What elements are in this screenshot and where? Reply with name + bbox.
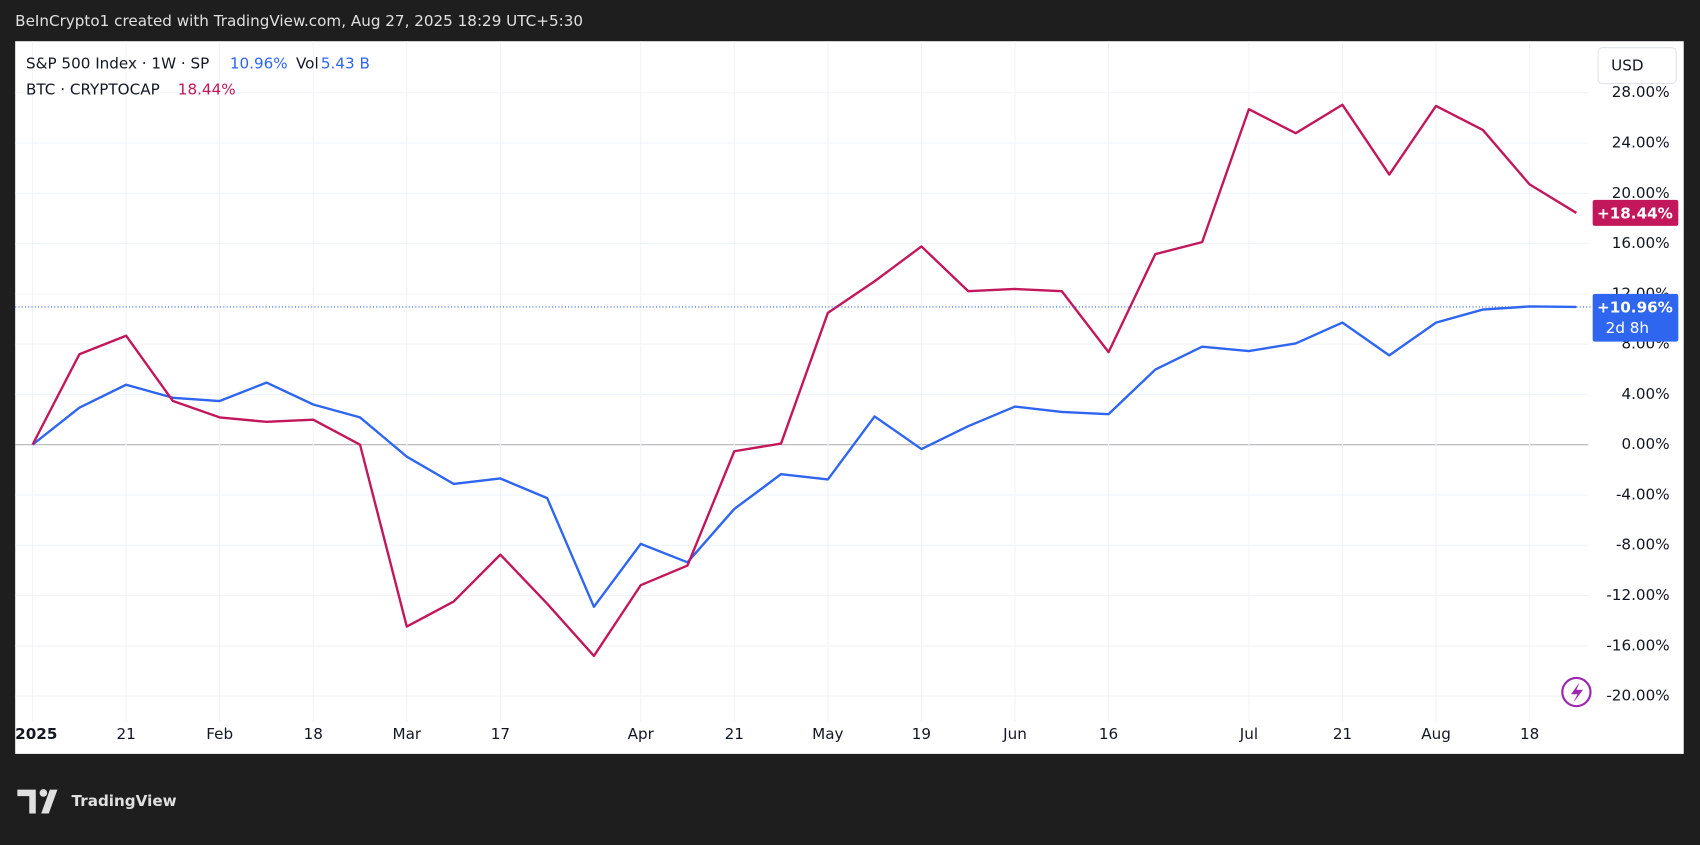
y-tick-label: -8.00% bbox=[1616, 536, 1670, 554]
currency[interactable]: USD bbox=[1611, 57, 1643, 75]
footer-logo bbox=[17, 789, 58, 814]
x-tick-label: 19 bbox=[912, 725, 931, 743]
lightning-bolt bbox=[1570, 682, 1583, 703]
y-tick-label: -16.00% bbox=[1606, 636, 1669, 654]
x-tick-label: Jun bbox=[1002, 725, 1027, 743]
x-tick-label: 2025 bbox=[15, 725, 57, 743]
x-tick-label: 17 bbox=[491, 725, 510, 743]
y-tick-label: 24.00% bbox=[1612, 134, 1670, 152]
legend-volume: 5.43 B bbox=[321, 54, 370, 72]
y-tick-label: 0.00% bbox=[1621, 435, 1669, 453]
x-tick-label: Jul bbox=[1239, 725, 1258, 743]
x-tick-label: Feb bbox=[206, 725, 233, 743]
legend-name: BTC · CRYPTOCAP bbox=[26, 81, 160, 99]
y-tick-label: -12.00% bbox=[1606, 586, 1669, 604]
x-tick-label: 16 bbox=[1099, 725, 1118, 743]
footer-brand: TradingView bbox=[72, 792, 177, 810]
y-tick-label: 4.00% bbox=[1621, 385, 1669, 403]
grid: 28.00%24.00%20.00%16.00%12.00%8.00%4.00%… bbox=[15, 41, 1670, 743]
x-tick-label: 21 bbox=[1333, 725, 1352, 743]
legend-value: 18.44% bbox=[178, 81, 236, 99]
y-tick-label: 20.00% bbox=[1612, 184, 1670, 202]
x-tick-label: May bbox=[812, 725, 843, 743]
last-value-box bbox=[1592, 293, 1679, 342]
last-value-label: +10.96% bbox=[1597, 299, 1673, 317]
x-tick-label: 18 bbox=[304, 725, 323, 743]
x-tick-label: 21 bbox=[116, 725, 135, 743]
last-value-box bbox=[1592, 199, 1679, 226]
lightning-icon[interactable] bbox=[1561, 676, 1592, 708]
x-tick-label: 18 bbox=[1520, 725, 1539, 743]
legend-name: S&P 500 Index · 1W · SP bbox=[26, 54, 209, 72]
chart-panel bbox=[15, 41, 1684, 754]
x-tick-label: Aug bbox=[1421, 725, 1451, 743]
x-tick-label: 21 bbox=[725, 725, 744, 743]
last-value-label: +18.44% bbox=[1597, 204, 1673, 222]
y-tick-label: 28.00% bbox=[1612, 83, 1670, 101]
x-tick-label: Apr bbox=[628, 725, 655, 743]
legend-volume-label: Vol bbox=[296, 54, 319, 72]
series-line bbox=[31, 103, 1578, 658]
countdown-label: 2d 8h bbox=[1606, 319, 1649, 337]
currency-button[interactable] bbox=[1597, 47, 1677, 85]
y-tick-label: -4.00% bbox=[1616, 485, 1670, 503]
series-line bbox=[31, 305, 1577, 608]
legend-value: 10.96% bbox=[230, 54, 288, 72]
y-tick-label: 16.00% bbox=[1612, 234, 1670, 252]
x-tick-label: Mar bbox=[392, 725, 421, 743]
y-tick-label: -20.00% bbox=[1606, 687, 1669, 705]
header-credit: BeInCrypto1 created with TradingView.com… bbox=[15, 12, 583, 30]
plot: +10.96% 2d 8h +18.44% bbox=[15, 103, 1679, 658]
